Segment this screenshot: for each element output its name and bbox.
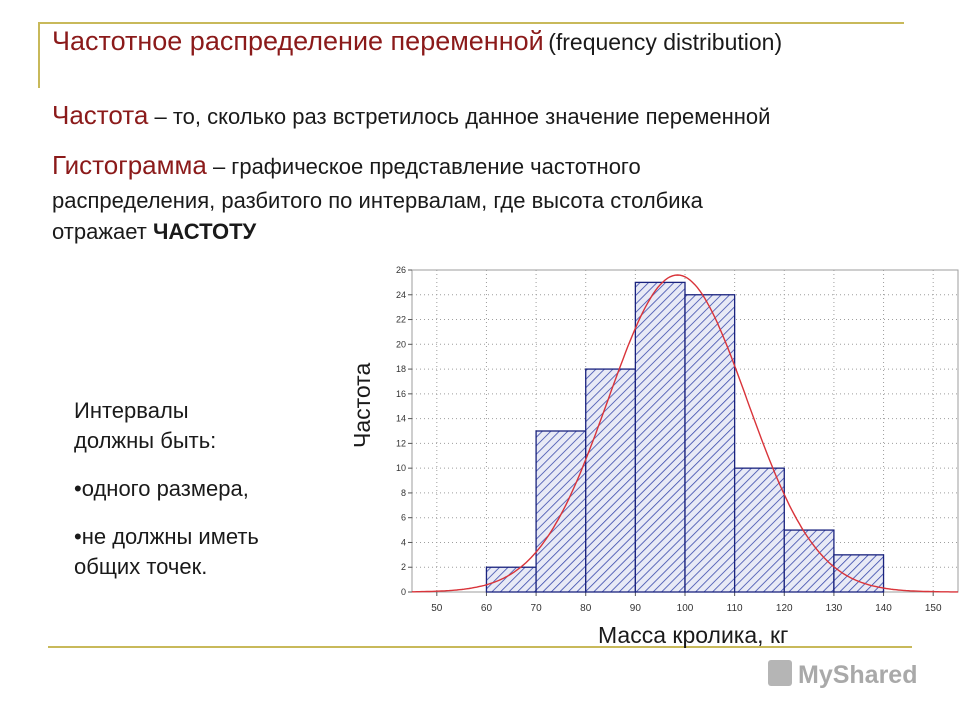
- histogram-def-line-3: отражает ЧАСТОТУ: [52, 216, 872, 250]
- watermark: MyShared: [768, 660, 917, 690]
- myshared-logo-icon: [768, 660, 792, 686]
- y-tick-label: 26: [396, 265, 406, 275]
- frequency-definition: Частота – то, сколько раз встретилось да…: [52, 100, 770, 131]
- histogram-bar: [783, 529, 835, 593]
- y-tick-label: 20: [396, 339, 406, 349]
- page-title: Частотное распределение переменной (freq…: [52, 26, 782, 57]
- frequency-text: – то, сколько раз встретилось данное зна…: [148, 104, 771, 129]
- histogram-bar: [634, 281, 686, 593]
- histogram-text-1: – графическое представление частотного: [206, 154, 641, 179]
- x-tick-label: 90: [630, 603, 642, 614]
- note-heading-2: должны быть:: [74, 428, 217, 453]
- decor-vertical-rule: [38, 22, 40, 88]
- y-tick-label: 24: [396, 290, 406, 300]
- note-bullet-2-line-2: общих точек.: [74, 554, 208, 579]
- y-tick-label: 0: [401, 587, 406, 597]
- x-tick-label: 110: [727, 603, 743, 614]
- histogram-bar: [733, 467, 785, 593]
- x-tick-label: 80: [580, 603, 592, 614]
- title-sub: (frequency distribution): [548, 29, 783, 55]
- histogram-term: Гистограмма: [52, 150, 207, 180]
- histogram-bar: [585, 368, 637, 593]
- x-tick-label: 120: [776, 603, 793, 614]
- note-bullet-2-line-1: •не должны иметь: [74, 524, 259, 549]
- histogram-bar: [684, 294, 736, 593]
- y-tick-label: 14: [396, 414, 406, 424]
- title-main: Частотное распределение переменной: [52, 26, 544, 56]
- decor-bottom-rule: [48, 646, 912, 648]
- normal-curve: [412, 274, 958, 593]
- x-tick-label: 150: [925, 603, 942, 614]
- histogram-text-2: распределения, разбитого по интервалам, …: [52, 188, 703, 213]
- y-tick-label: 22: [396, 315, 406, 325]
- x-tick-label: 100: [677, 603, 694, 614]
- y-tick-label: 2: [401, 562, 406, 572]
- x-tick-label: 60: [481, 603, 493, 614]
- note-heading-1: Интервалы: [74, 398, 189, 423]
- y-tick-label: 10: [396, 463, 406, 473]
- decor-top-rule: [38, 22, 904, 24]
- x-tick-label: 130: [826, 603, 843, 614]
- histogram-definition: Гистограмма – графическое представление …: [52, 150, 872, 250]
- y-tick-label: 8: [401, 488, 406, 498]
- histogram-text-3: отражает: [52, 219, 153, 244]
- x-axis-label: Масса кролика, кг: [598, 622, 789, 648]
- histogram-def-line-1: Гистограмма – графическое представление …: [52, 150, 872, 185]
- x-tick-label: 50: [431, 603, 443, 614]
- histogram-text-3-bold: ЧАСТОТУ: [152, 219, 257, 244]
- y-tick-label: 16: [396, 389, 406, 399]
- intervals-note: Интервалы должны быть: •одного размера, …: [74, 396, 354, 582]
- note-bullet-1: •одного размера,: [74, 476, 249, 501]
- y-tick-label: 4: [401, 537, 406, 547]
- watermark-text: MyShared: [798, 661, 918, 689]
- y-tick-label: 6: [401, 513, 406, 523]
- frequency-term: Частота: [52, 100, 149, 130]
- x-tick-label: 140: [875, 603, 892, 614]
- y-tick-label: 12: [396, 438, 406, 448]
- y-tick-label: 18: [396, 364, 406, 374]
- y-axis-label: Частота: [349, 362, 375, 448]
- histogram-bar: [485, 566, 537, 593]
- histogram-bar: [535, 430, 587, 593]
- x-tick-label: 70: [531, 603, 543, 614]
